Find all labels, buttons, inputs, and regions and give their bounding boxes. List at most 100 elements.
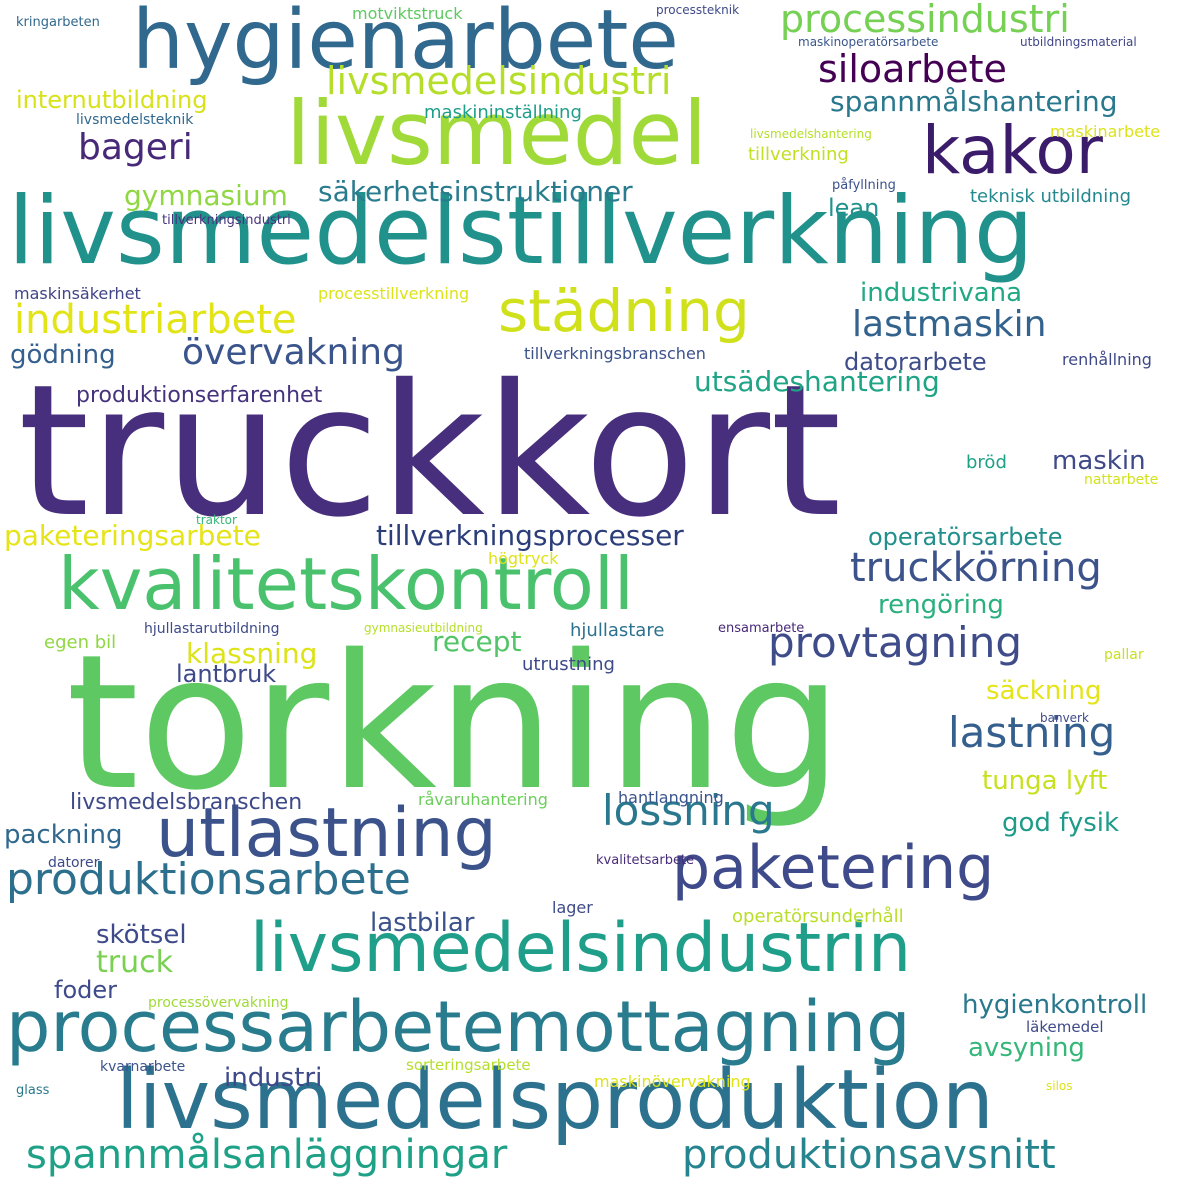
word-83: nattarbete (1084, 472, 1159, 488)
word-94: kvarnarbete (100, 1059, 186, 1075)
word-62: processtillverkning (318, 284, 470, 303)
word-7: livsmedelsindustrin (250, 909, 912, 988)
word-96: maskinövervakning (594, 1072, 751, 1091)
word-55: truck (96, 945, 173, 980)
word-27: säkerhetsinstruktioner (318, 175, 633, 208)
word-84: traktor (196, 513, 237, 527)
word-93: läkemedel (1026, 1018, 1104, 1036)
word-98: glass (16, 1083, 50, 1098)
word-9: kakor (922, 112, 1103, 189)
word-52: tunga lyft (982, 766, 1108, 796)
word-34: operatörsarbete (868, 523, 1063, 551)
word-20: livsmedelsindustri (326, 59, 672, 103)
word-1: torkning (66, 614, 843, 831)
word-82: tillverkningsindustri (162, 213, 291, 228)
word-8: processarbetemottagning (6, 986, 911, 1068)
word-37: produktionserfarenhet (76, 383, 323, 408)
word-18: lossning (602, 786, 775, 835)
word-76: maskinoperatörsarbete (798, 35, 939, 49)
word-68: hjullastare (570, 620, 665, 641)
word-49: skötsel (96, 920, 187, 950)
word-16: provtagning (768, 618, 1022, 667)
word-15: produktionsavsnitt (682, 1132, 1056, 1178)
word-14: spannmålsanläggningar (26, 1132, 508, 1178)
word-44: maskin (1052, 446, 1146, 476)
word-6: kvalitetskontroll (58, 542, 634, 626)
word-33: industrivana (860, 278, 1023, 308)
word-17: lastning (948, 708, 1116, 757)
word-23: siloarbete (818, 47, 1007, 91)
word-51: avsyning (968, 1033, 1085, 1063)
word-24: lastmaskin (852, 304, 1047, 345)
word-11: paketering (672, 833, 995, 903)
word-12: städning (498, 277, 750, 345)
word-81: påfyllning (832, 178, 896, 193)
word-47: lean (828, 194, 880, 222)
word-58: maskininställning (424, 102, 582, 123)
word-30: tillverkningsprocesser (376, 519, 684, 552)
word-50: industri (224, 1063, 323, 1093)
word-13: produktionsarbete (6, 854, 411, 905)
word-3: livsmedelsproduktion (116, 1053, 994, 1148)
word-5: hygienarbete (132, 0, 679, 88)
word-66: hantlangning (618, 788, 724, 807)
word-36: livsmedelsbranschen (70, 790, 303, 815)
word-0: truckkort (18, 345, 842, 557)
word-25: övervakning (182, 332, 405, 373)
word-48: lastbilar (370, 908, 475, 938)
word-56: foder (54, 976, 117, 1004)
word-32: utsädeshantering (694, 365, 940, 398)
word-89: banverk (1040, 711, 1089, 725)
word-90: datorer (48, 855, 100, 871)
word-91: kvalitetsarbete (596, 853, 695, 868)
word-75: processteknik (656, 3, 740, 17)
word-29: paketeringsarbete (4, 519, 261, 552)
word-40: rengöring (878, 590, 1004, 620)
word-77: utbildningsmaterial (1020, 35, 1137, 49)
word-97: silos (1046, 1079, 1073, 1093)
word-54: lantbruk (176, 660, 277, 688)
word-69: operatörsunderhåll (732, 906, 904, 927)
word-72: högtryck (488, 549, 559, 568)
word-86: gymnasieutbildning (364, 621, 483, 635)
word-71: bröd (966, 452, 1007, 473)
word-65: råvaruhantering (418, 790, 548, 809)
word-74: kringarbeten (16, 15, 100, 30)
word-46: datorarbete (844, 348, 987, 376)
word-41: säckning (986, 676, 1102, 706)
word-79: livsmedelshantering (750, 127, 872, 141)
word-4: livsmedel (286, 82, 708, 185)
word-21: industriarbete (14, 297, 297, 343)
word-35: internutbildning (16, 86, 208, 114)
word-57: motviktstruck (352, 4, 463, 23)
word-64: renhållning (1062, 350, 1152, 369)
word-42: klassning (186, 637, 318, 670)
word-80: maskinarbete (1050, 122, 1161, 141)
word-60: teknisk utbildning (970, 186, 1132, 207)
word-88: pallar (1104, 647, 1144, 663)
word-92: processövervakning (148, 995, 289, 1011)
word-59: tillverkning (748, 144, 849, 165)
word-43: recept (432, 625, 522, 658)
word-70: lager (552, 898, 593, 917)
word-53: packning (4, 820, 123, 850)
word-38: hygienkontroll (962, 990, 1148, 1020)
word-85: hjullastarutbildning (144, 621, 280, 637)
word-95: sorteringsarbete (406, 1056, 531, 1074)
word-2: livsmedelstillverkning (8, 177, 1034, 286)
word-26: bageri (78, 127, 193, 168)
word-19: processindustri (780, 0, 1070, 41)
word-78: livsmedelsteknik (76, 112, 194, 128)
word-31: gymnasium (124, 179, 288, 212)
word-61: maskinsäkerhet (14, 284, 141, 303)
word-22: truckkörning (850, 545, 1102, 591)
word-63: tillverkningsbranschen (524, 344, 706, 363)
word-73: egen bil (44, 632, 117, 653)
word-87: ensamarbete (718, 621, 805, 636)
word-28: spannmålshantering (830, 85, 1118, 118)
word-10: utlastning (156, 794, 497, 873)
word-67: utrustning (522, 654, 615, 675)
word-45: gödning (10, 340, 116, 370)
word-39: god fysik (1002, 808, 1120, 838)
